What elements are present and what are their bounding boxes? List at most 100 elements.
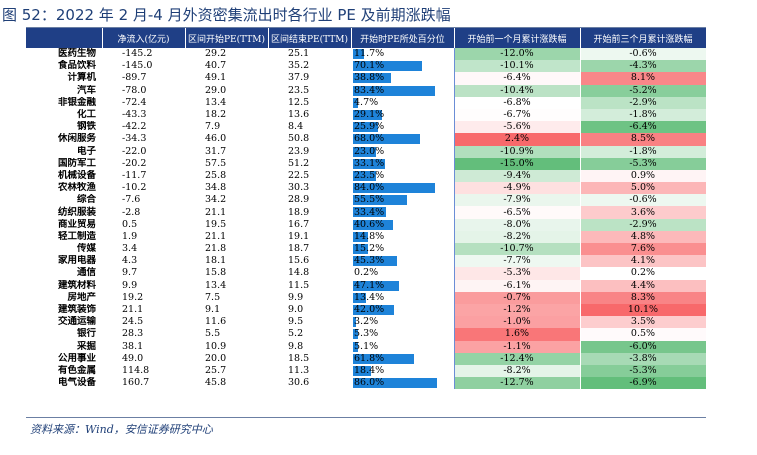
table-row: 综合 -7.6 34.2 28.9 55.5% -7.9% -0.6% (26, 194, 707, 207)
industry-cell: 建筑装饰 (57, 304, 96, 316)
pe-percentile-cell: 13.4% (351, 291, 455, 304)
change-3m-cell: 3.6% (580, 206, 707, 219)
pe-end-cell: 25.1 (288, 48, 310, 60)
pe-percentile-cell: 29.1% (351, 108, 455, 122)
percentile-bar (353, 122, 378, 133)
pe-percentile-cell: 61.8% (351, 352, 455, 365)
header-net-inflow: 净流入(亿元) (102, 28, 186, 48)
pe-percentile-cell: 55.5% (351, 194, 455, 207)
table-row: 钢铁 -42.2 7.9 8.4 25.9% -5.6% -6.4% (26, 121, 707, 134)
pe-start-cell: 21.1 (205, 206, 227, 218)
pe-percentile-cell: 33.4% (351, 206, 455, 219)
percentile-bar (353, 73, 391, 84)
pe-end-cell: 15.6 (288, 255, 310, 267)
pe-percentile-cell: 68.0% (351, 133, 455, 146)
change-1m-cell: 2.4% (454, 133, 581, 146)
percentile-value: 47.1% (354, 279, 385, 291)
top-rule (26, 27, 706, 28)
industry-cell: 轻工制造 (57, 230, 96, 242)
pe-start-cell: 5.5 (205, 328, 221, 340)
pe-start-cell: 25.8 (205, 169, 227, 181)
net-inflow-cell: 49.0 (122, 352, 144, 364)
net-inflow-cell: -89.7 (122, 72, 147, 84)
table-row: 轻工制造 1.9 21.1 19.1 14.8% -8.2% 4.8% (26, 230, 707, 243)
percentile-value: 42.0% (354, 304, 385, 316)
pe-start-cell: 7.9 (205, 121, 221, 133)
percentile-value: 18.4% (354, 364, 385, 376)
header-pe-start: 区间开始PE(TTM) (185, 28, 269, 48)
table-row: 非银金融 -72.4 13.4 12.5 4.7% -6.8% -2.9% (26, 96, 707, 109)
table-row: 汽车 -78.0 29.0 23.5 83.4% -10.4% -5.2% (26, 84, 707, 97)
net-inflow-cell: -34.3 (122, 133, 147, 145)
change-1m-cell: -0.7% (454, 291, 581, 304)
percentile-value: 55.5% (354, 194, 385, 206)
percentile-value: 70.1% (354, 60, 385, 72)
industry-cell: 休闲服务 (57, 133, 96, 145)
net-inflow-cell: 24.5 (122, 316, 144, 328)
change-1m-cell: -6.4% (454, 72, 581, 85)
pe-start-cell: 29.2 (205, 48, 227, 60)
table-row: 有色金属 114.8 25.7 11.3 18.4% -8.2% -5.3% (26, 364, 707, 378)
percentile-bar (353, 195, 407, 206)
pe-end-cell: 9.8 (288, 340, 304, 352)
pe-start-cell: 31.7 (205, 145, 227, 157)
pe-start-cell: 20.0 (205, 352, 227, 364)
pe-end-cell: 37.9 (288, 72, 310, 84)
pe-start-cell: 11.6 (205, 316, 227, 328)
net-inflow-cell: -2.8 (122, 206, 141, 218)
pe-percentile-cell: 40.6% (351, 218, 455, 231)
pe-end-cell: 12.5 (288, 96, 310, 108)
header-industry (26, 28, 103, 48)
pe-percentile-cell: 86.0% (351, 377, 455, 390)
change-1m-cell: -6.5% (454, 206, 581, 219)
change-3m-cell: -2.9% (580, 96, 707, 109)
percentile-value: 5.3% (354, 328, 379, 340)
net-inflow-cell: 21.1 (122, 304, 144, 316)
pe-start-cell: 7.5 (205, 291, 221, 303)
net-inflow-cell: 114.8 (122, 364, 150, 376)
pe-end-cell: 50.8 (288, 133, 310, 145)
percentile-bar (353, 158, 385, 169)
header-change-1m: 开始前一个月累计涨跌幅 (454, 28, 581, 48)
industry-cell: 纺织服装 (57, 206, 96, 218)
pe-start-cell: 57.5 (205, 157, 227, 169)
industry-cell: 家用电器 (57, 255, 96, 267)
industry-cell: 国防军工 (57, 157, 96, 169)
percentile-value: 61.8% (354, 352, 385, 364)
pe-percentile-cell: 84.0% (351, 182, 455, 195)
pe-end-cell: 23.5 (288, 84, 310, 96)
pe-start-cell: 34.2 (205, 194, 227, 206)
percentile-value: 38.8% (354, 72, 385, 84)
change-3m-cell: 0.9% (580, 169, 707, 183)
pe-percentile-cell: 42.0% (351, 303, 455, 317)
change-3m-cell: 3.5% (580, 316, 707, 329)
change-1m-cell: -10.7% (454, 243, 581, 256)
percentile-bar (353, 256, 397, 267)
pe-end-cell: 11.5 (288, 279, 310, 291)
pe-end-cell: 13.6 (288, 109, 310, 121)
pe-percentile-cell: 83.4% (351, 84, 455, 97)
percentile-bar (353, 109, 382, 120)
percentile-bar (353, 49, 364, 59)
table-row: 家用电器 4.3 18.1 15.6 45.3% -7.7% 4.1% (26, 255, 707, 268)
percentile-value: 11.7% (354, 48, 385, 60)
table-row: 食品饮料 -145.0 40.7 35.2 70.1% -10.1% -4.3% (26, 60, 707, 73)
change-3m-cell: 8.5% (580, 133, 707, 146)
net-inflow-cell: 9.9 (122, 279, 138, 291)
change-3m-cell: -5.3% (580, 364, 707, 378)
table-row: 银行 28.3 5.5 5.2 5.3% 1.6% 0.5% (26, 328, 707, 341)
percentile-value: 23.0% (354, 145, 385, 157)
source-note: 资料来源：Wind，安信证券研究中心 (30, 423, 213, 436)
pe-end-cell: 5.2 (288, 328, 304, 340)
industry-cell: 食品饮料 (57, 60, 96, 72)
pe-start-cell: 13.4 (205, 96, 227, 108)
change-1m-cell: -8.2% (454, 230, 581, 243)
percentile-value: 84.0% (354, 182, 385, 194)
percentile-bar (353, 231, 368, 242)
percentile-bar (353, 134, 420, 145)
net-inflow-cell: 4.3 (122, 255, 138, 267)
change-1m-cell: -1.1% (454, 340, 581, 353)
pe-percentile-cell: 25.9% (351, 121, 455, 134)
change-1m-cell: -4.9% (454, 182, 581, 195)
industry-cell: 计算机 (67, 72, 96, 84)
